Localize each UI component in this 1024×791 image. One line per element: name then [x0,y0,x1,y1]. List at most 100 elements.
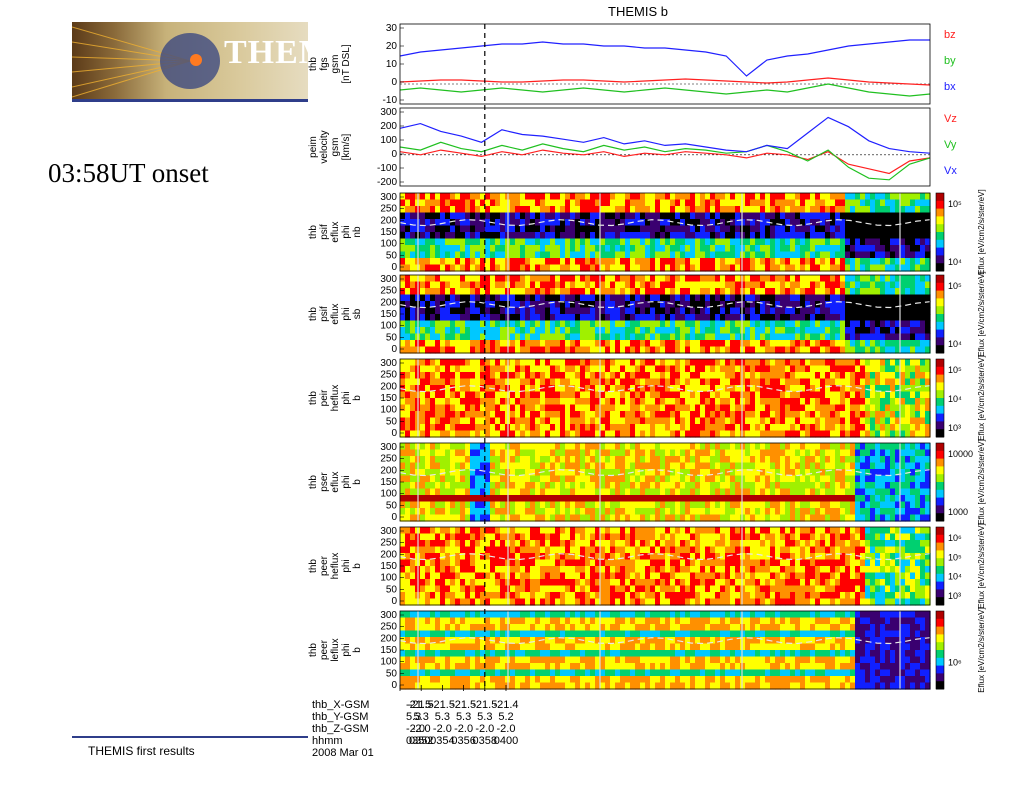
spectrogram-cell [515,288,521,296]
spectrogram-cell [570,488,576,496]
spectrogram-cell [400,488,406,496]
spectrogram-cell [465,417,471,425]
spectrogram-cell [545,288,551,296]
spectrogram-cell [915,281,921,289]
spectrogram-cell [805,219,811,227]
spectrogram-cell [555,320,561,328]
spectrogram-cell [540,275,546,283]
spectrogram-cell [645,462,651,470]
colorbar-segment [936,382,944,391]
spectrogram-cell [620,398,626,406]
spectrogram-cell [665,346,671,354]
spectrogram-cell [630,258,636,266]
spectrogram-cell [660,258,666,266]
spectrogram-cell [620,488,626,496]
spectrogram-cell [495,275,501,283]
spectrogram-cell [540,320,546,328]
spectrogram-cell [865,294,871,302]
spectrogram-cell [495,245,501,253]
spectrogram-cell [585,251,591,259]
spectrogram-cell [790,199,796,207]
spectrogram-cell [605,449,611,457]
spectrogram-cell [460,206,466,214]
spectrogram-cell [580,314,586,322]
spectrogram-cell [565,294,571,302]
spectrogram-cell [560,251,566,259]
spectrogram-cell [775,193,781,201]
spectrogram-cell [565,288,571,296]
spectrogram-cell [530,238,536,246]
spectrogram-cell [770,275,776,283]
spectrogram-cell [905,333,911,341]
spectrogram-cell [590,327,596,335]
spectrogram-cell [420,320,426,328]
spectrogram-cell [455,495,461,503]
spectrogram-cell [525,320,531,328]
spectrogram-cell [465,449,471,457]
spectrogram-cell [450,424,456,432]
spectrogram-cell [850,411,856,419]
spectrogram-cell [475,206,481,214]
spectrogram-cell [685,251,691,259]
spectrogram-cell [660,359,666,367]
spectrogram-cell [545,212,551,220]
spectrogram-cell [820,417,826,425]
spectrogram-cell [475,314,481,322]
spectrogram-cell [715,264,721,272]
spectrogram-cell [440,193,446,201]
spectrogram-cell [790,501,796,509]
spectrogram-cell [665,449,671,457]
spectrogram-cell [540,307,546,315]
spectrogram-cell [770,333,776,341]
spectrogram-cell [920,301,926,309]
spectrogram-cell [735,258,741,266]
colorbar-segment [936,208,944,217]
spectrogram-cell [675,404,681,412]
spectrogram-cell [585,346,591,354]
spectrogram-cell [600,462,606,470]
spectrogram-cell [675,212,681,220]
spectrogram-cell [515,482,521,490]
spectrogram-cell [450,238,456,246]
spectrogram-cell [855,340,861,348]
spectrogram-cell [550,264,556,272]
spectrogram-cell [850,398,856,406]
spectrogram-cell [710,301,716,309]
spectrogram-cell [495,495,501,503]
spectrogram-cell [400,443,406,451]
spectrogram-cell [445,281,451,289]
spectrogram-cell [900,225,906,233]
spectrogram-cell [405,264,411,272]
spectrogram-cell [685,199,691,207]
spectrogram-cell [635,385,641,393]
spectrogram-cell [675,443,681,451]
spectrogram-cell [460,251,466,259]
spectrogram-cell [810,232,816,240]
spectrogram-cell [485,430,491,438]
spectrogram-cell [665,378,671,386]
spectrogram-cell [710,469,716,477]
spectrogram-cell [645,449,651,457]
spectrogram-cell [550,411,556,419]
spectrogram-cell [765,430,771,438]
spectrogram-cell [815,225,821,233]
spectrogram-cell [710,199,716,207]
spectrogram-cell [460,307,466,315]
spectrogram-cell [565,372,571,380]
spectrogram-cell [405,307,411,315]
spectrogram-cell [685,333,691,341]
spectrogram-cell [475,482,481,490]
spectrogram-cell [490,333,496,341]
spectrogram-cell [740,495,746,503]
spectrogram-cell [665,275,671,283]
spectrogram-cell [645,488,651,496]
spectrogram-cell [425,199,431,207]
spectrogram-cell [685,482,691,490]
spectrogram-cell [910,238,916,246]
spectrogram-cell [835,314,841,322]
spectrogram-cell [615,301,621,309]
spectrogram-cell [750,417,756,425]
spectrogram-cell [745,365,751,373]
spectrogram-cell [810,307,816,315]
spectrogram-cell [595,372,601,380]
